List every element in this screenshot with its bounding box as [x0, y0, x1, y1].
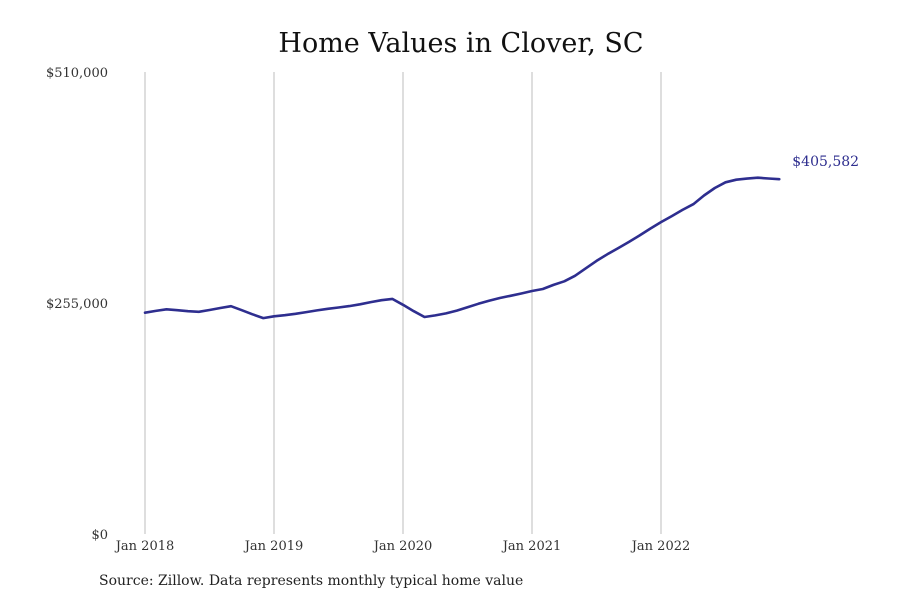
y-axis-ticks: $0 $255,000 $510,000	[46, 66, 108, 543]
series-line	[143, 176, 781, 320]
x-axis-ticks: Jan 2018 Jan 2019 Jan 2020 Jan 2021 Jan 2022	[114, 539, 691, 554]
source-note: Source: Zillow. Data represents monthly …	[99, 573, 523, 589]
chart-title: Home Values in Clover, SC	[278, 28, 643, 59]
y-tick-label: $255,000	[46, 297, 108, 312]
end-value-label: $405,582	[792, 154, 859, 170]
x-tick-label: Jan 2019	[243, 539, 304, 554]
grid-lines	[144, 72, 662, 534]
x-tick-label: Jan 2020	[372, 539, 433, 554]
x-tick-label: Jan 2018	[114, 539, 175, 554]
x-tick-label: Jan 2022	[630, 539, 691, 554]
x-tick-label: Jan 2021	[501, 539, 562, 554]
series-layer: $405,582	[143, 154, 859, 320]
y-tick-label: $510,000	[46, 66, 108, 81]
y-tick-label: $0	[91, 528, 108, 543]
